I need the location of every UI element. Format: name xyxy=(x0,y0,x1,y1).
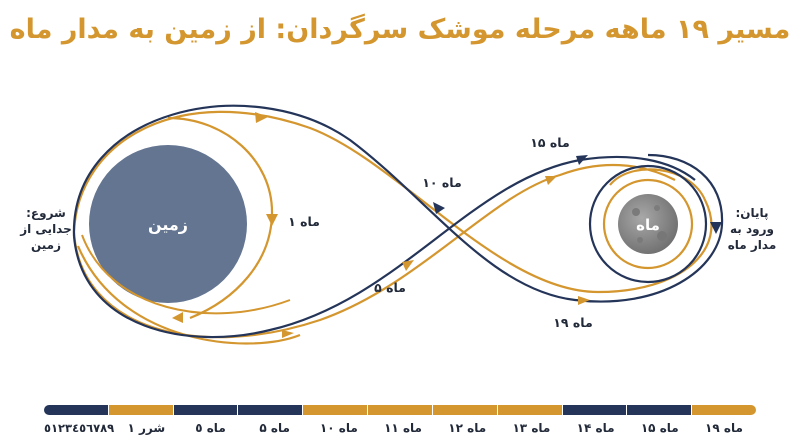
gold-trajectory-inner xyxy=(81,234,291,315)
timeline-bar xyxy=(44,405,756,415)
page-title: مسیر ۱۹ ماهه مرحله موشک سرگردان: از زمین… xyxy=(9,14,791,45)
label-month-19: ماه ۱۹ xyxy=(553,315,592,330)
timeline-segment xyxy=(627,405,692,415)
moon-crater xyxy=(632,208,640,216)
timeline-label: ماه ۱۳ xyxy=(512,421,551,435)
trajectory-diagram: زمین ماه ماه ۱ ماه ۵ ماه ۱۰ ماه ۱۵ ماه ۱… xyxy=(19,104,777,345)
arrow-marker xyxy=(578,296,590,305)
timeline-segment xyxy=(238,405,303,415)
moon-crater xyxy=(657,231,667,241)
label-month-15: ماه ۱۵ xyxy=(530,135,569,150)
moon-label: ماه xyxy=(636,216,660,234)
arrow-marker xyxy=(545,176,557,185)
timeline-segment xyxy=(108,405,173,415)
svg-text:ورود به: ورود به xyxy=(730,222,774,237)
arrow-marker xyxy=(576,155,588,165)
timeline-segment xyxy=(497,405,562,415)
end-label: پایان: ورود به مدار ماه xyxy=(728,206,777,252)
arrow-marker xyxy=(255,112,268,123)
moon-crater xyxy=(637,237,643,243)
timeline-segment xyxy=(44,405,108,415)
timeline-labels: ٥١٢٣٤٥٦٧٨٩ شرر ۱ ماه ٥ ماه ۵ ماه ۱۰ ماه ۱۱ ماه… xyxy=(44,421,756,441)
earth-label: زمین xyxy=(148,215,188,234)
timeline-label: ماه ٥ xyxy=(195,421,226,435)
arrow-marker xyxy=(282,330,294,338)
moon-orbit-navy xyxy=(588,164,708,284)
start-label: شروع: جدایی از زمین xyxy=(19,206,72,252)
timeline-segment xyxy=(173,405,238,415)
label-month-10: ماه ۱۰ xyxy=(422,175,461,190)
moon-crater xyxy=(654,205,660,211)
timeline-segment xyxy=(692,405,756,415)
svg-text:پایان:: پایان: xyxy=(735,206,768,220)
timeline-label: ماه ۱۰ xyxy=(319,421,358,435)
gold-trajectory xyxy=(72,110,713,339)
timeline-label: شرر ۱ xyxy=(127,421,166,435)
arrow-marker xyxy=(433,202,445,214)
earth-body xyxy=(89,145,247,303)
timeline-label: ماه ۵ xyxy=(259,421,290,435)
timeline-label: ماه ۱۱ xyxy=(384,421,422,435)
label-month-1: ماه ۱ xyxy=(288,214,320,229)
arrow-marker xyxy=(172,312,183,323)
timeline-segment xyxy=(303,405,368,415)
arrow-marker xyxy=(710,222,722,234)
svg-text:زمین: زمین xyxy=(31,238,61,252)
timeline-label: ماه ۱۲ xyxy=(448,421,487,435)
timeline-label: ماه ۱۹ xyxy=(705,421,743,435)
timeline-segment xyxy=(562,405,627,415)
timeline-segment xyxy=(368,405,432,415)
timeline-label: ماه ۱۵ xyxy=(640,421,679,435)
navy-trajectory xyxy=(72,104,724,339)
timeline-segment xyxy=(432,405,497,415)
arrow-marker xyxy=(266,214,278,226)
earth-orbit-loop-gold xyxy=(167,116,274,320)
timeline-label: ماه ۱۴ xyxy=(576,421,615,435)
label-month-5: ماه ۵ xyxy=(374,280,406,295)
svg-text:شروع:: شروع: xyxy=(26,206,66,221)
moon-orbit-gold xyxy=(602,178,694,270)
svg-text:جدایی از: جدایی از xyxy=(19,222,72,236)
arrow-marker xyxy=(402,260,414,271)
timeline-label: ٥١٢٣٤٥٦٧٨٩ xyxy=(44,421,115,435)
svg-text:مدار ماه: مدار ماه xyxy=(728,238,777,252)
